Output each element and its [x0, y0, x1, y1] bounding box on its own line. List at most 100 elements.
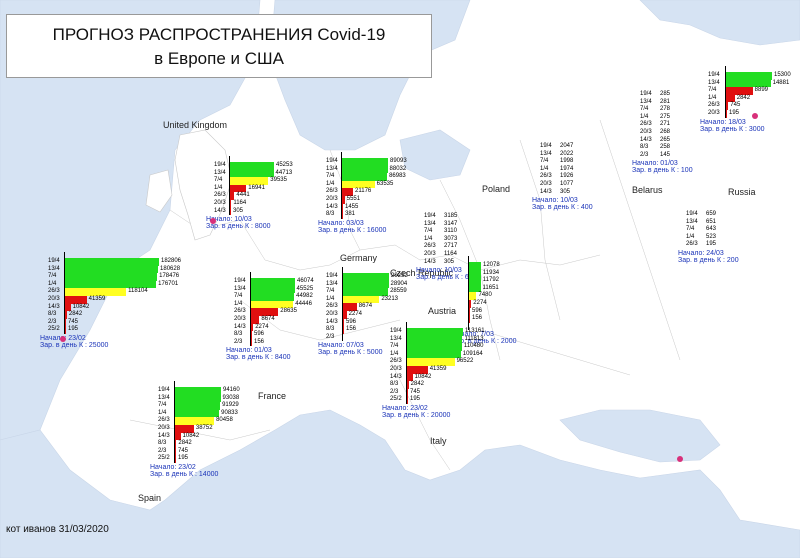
value-label: 44713	[275, 169, 293, 176]
value-label: 45253	[276, 162, 293, 168]
forecast-bar	[230, 169, 274, 178]
value-label: 3147	[444, 220, 458, 227]
date-label: 2/3	[158, 447, 167, 454]
forecast-bar	[65, 318, 66, 327]
value-label: 4441	[236, 192, 250, 199]
date-label: 1/4	[708, 94, 717, 101]
title-box: ПРОГНОЗ РАСПРОСТРАНЕНИЯ Covid-19 в Европ…	[6, 14, 432, 78]
value-label: 285	[660, 91, 671, 97]
value-label: 41359	[429, 366, 447, 372]
value-label: 41359	[88, 296, 106, 302]
forecast-bar	[343, 311, 347, 319]
date-label: 7/4	[326, 173, 335, 180]
forecast-bar	[251, 316, 260, 324]
date-label: 1/4	[390, 350, 399, 357]
date-label: 26/3	[540, 173, 552, 180]
date-label: 13/4	[424, 220, 436, 227]
value-label: 38752	[195, 425, 213, 431]
forecast-bar	[342, 203, 343, 212]
forecast-bar	[65, 265, 159, 274]
date-label: 13/4	[326, 280, 338, 287]
forecast-bar	[726, 94, 735, 103]
country-label-uk: United Kingdom	[163, 120, 228, 130]
date-label: 7/4	[326, 288, 335, 295]
value-label: 2274	[473, 300, 487, 306]
value-label: 265	[660, 136, 671, 143]
start-date-label: Начало: 23/02	[382, 405, 428, 412]
value-label: 2842	[68, 311, 83, 318]
forecast-bar	[175, 409, 220, 418]
forecast-bar	[65, 288, 127, 296]
chart-axis	[341, 152, 342, 219]
value-label: 745	[178, 447, 189, 454]
value-label: 80458	[216, 417, 233, 424]
value-label: 643	[706, 226, 717, 233]
marker-uk	[210, 218, 216, 224]
value-label: 11651	[482, 284, 499, 291]
value-label: 2047	[560, 143, 574, 149]
value-label: 1164	[444, 251, 457, 257]
date-label: 7/4	[234, 293, 243, 300]
value-label: 176701	[158, 280, 179, 287]
date-label: 13/4	[540, 150, 552, 157]
forecast-bar	[343, 288, 389, 296]
chart-axis	[64, 252, 65, 334]
date-label: 26/3	[214, 192, 226, 199]
value-label: 1926	[560, 173, 574, 180]
date-label: 20/3	[214, 200, 226, 206]
value-label: 45525	[296, 285, 314, 292]
date-label: 14/3	[326, 318, 338, 325]
date-label: 1/4	[214, 184, 223, 191]
value-label: 11934	[482, 269, 500, 276]
date-label: 2/3	[640, 151, 649, 158]
date-label: 1/4	[48, 280, 57, 287]
country-label-italy: Italy	[430, 436, 447, 446]
date-label: 26/3	[686, 241, 698, 248]
forecast-bar	[65, 326, 66, 334]
date-label: 25/2	[48, 326, 60, 333]
value-label: 96522	[456, 358, 474, 365]
value-label: 11792	[482, 277, 499, 284]
chart-axis	[229, 156, 230, 216]
date-label: 20/3	[640, 129, 652, 135]
value-label: 88032	[389, 165, 407, 172]
value-label: 305	[560, 188, 571, 195]
value-label: 258	[660, 144, 671, 151]
forecast-bar	[251, 285, 295, 294]
growth-rate-label: Зар. в день К : 100	[632, 167, 693, 175]
forecast-bar	[230, 162, 274, 170]
date-label: 20/3	[708, 110, 720, 116]
date-label: 8/3	[326, 211, 335, 218]
value-label: 28904	[390, 280, 408, 287]
start-date-label: Начало: 24/03	[678, 250, 724, 257]
chart-axis	[174, 381, 175, 463]
value-label: 118104	[128, 288, 148, 295]
marker-spain	[60, 336, 66, 342]
growth-rate-label: Зар. в день К : 5000	[318, 349, 383, 357]
date-label: 13/4	[708, 79, 720, 86]
forecast-bar	[175, 455, 176, 463]
value-label: 44446	[295, 300, 312, 307]
date-label: 26/3	[708, 102, 720, 109]
date-label: 13/4	[234, 285, 246, 292]
growth-rate-label: Зар. в день К : 16000	[318, 226, 387, 234]
date-label: 14/3	[326, 203, 338, 210]
country-label-spain: Spain	[138, 493, 162, 503]
date-label: 7/4	[640, 106, 649, 113]
map-subtitle: в Европе и США	[154, 49, 284, 68]
forecast-bar	[469, 300, 472, 308]
date-label: 7/4	[540, 158, 549, 165]
forecast-bar	[343, 303, 357, 311]
growth-rate-label: Зар. в день К : 600	[416, 274, 477, 282]
date-label: 20/3	[326, 196, 338, 202]
forecast-bar	[407, 366, 428, 374]
forecast-bar	[343, 295, 380, 304]
date-label: 20/3	[424, 251, 436, 257]
date-label: 26/3	[640, 121, 652, 128]
value-label: 2842	[410, 381, 425, 388]
value-label: 89093	[390, 158, 407, 164]
date-label: 13/4	[48, 265, 60, 272]
forecast-bar	[343, 326, 344, 334]
forecast-bar	[65, 273, 158, 281]
forecast-bar	[726, 72, 772, 80]
